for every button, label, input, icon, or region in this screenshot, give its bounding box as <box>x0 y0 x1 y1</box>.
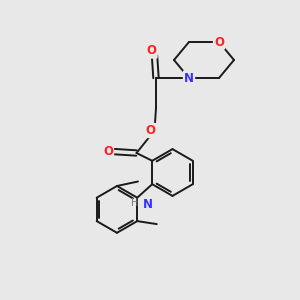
Text: N: N <box>142 198 153 211</box>
Text: O: O <box>145 124 155 137</box>
Text: N: N <box>184 71 194 85</box>
Text: H: H <box>131 198 139 208</box>
Text: O: O <box>146 44 157 58</box>
Text: O: O <box>214 35 224 49</box>
Text: O: O <box>103 145 113 158</box>
